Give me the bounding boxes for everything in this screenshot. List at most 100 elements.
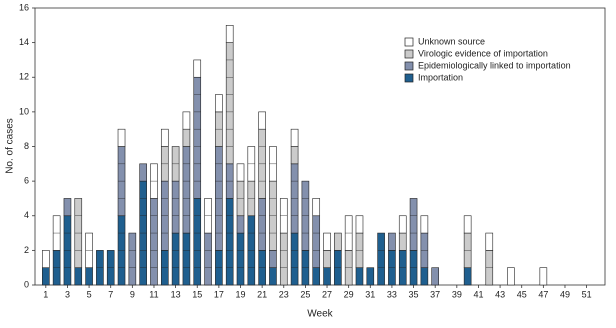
bar-segment bbox=[225, 42, 234, 165]
bar-segment bbox=[85, 267, 93, 286]
bar-segment bbox=[377, 232, 385, 286]
bar-segment bbox=[398, 215, 407, 234]
x-tick-label: 7 bbox=[108, 289, 113, 299]
bar-segment bbox=[128, 232, 137, 286]
x-tick-label: 1 bbox=[43, 289, 48, 299]
bar-segment bbox=[215, 94, 223, 113]
legend-label: Unknown source bbox=[418, 36, 485, 46]
bar-segment bbox=[150, 198, 158, 286]
bar-segment bbox=[42, 267, 50, 286]
bar-segment bbox=[193, 59, 202, 78]
y-tick-label: 12 bbox=[19, 72, 29, 82]
legend-swatch bbox=[404, 37, 414, 47]
x-tick-label: 25 bbox=[300, 289, 310, 299]
x-tick-label: 5 bbox=[87, 289, 92, 299]
bar-segment bbox=[355, 267, 364, 286]
x-tick-label: 23 bbox=[279, 289, 289, 299]
x-tick-label: 49 bbox=[560, 289, 570, 299]
bar-segment bbox=[182, 111, 191, 130]
x-tick-label: 37 bbox=[430, 289, 440, 299]
bar-segment bbox=[171, 180, 180, 234]
bar-segment bbox=[409, 198, 418, 251]
bar-segment bbox=[312, 267, 321, 286]
bar-segment bbox=[160, 128, 169, 147]
bar-segment bbox=[398, 232, 407, 251]
legend-label: Virologic evidence of importation bbox=[418, 48, 548, 58]
bar-segment bbox=[193, 76, 202, 199]
legend-swatch bbox=[404, 73, 414, 83]
x-tick-label: 29 bbox=[344, 289, 354, 299]
bar-segment bbox=[312, 198, 321, 217]
y-tick-label: 14 bbox=[19, 37, 29, 47]
x-tick-label: 27 bbox=[322, 289, 332, 299]
bar-segment bbox=[323, 250, 331, 268]
bar-segment bbox=[236, 232, 245, 286]
y-tick-label: 4 bbox=[24, 210, 29, 220]
bar-segment bbox=[290, 146, 299, 165]
bar-segment bbox=[420, 215, 429, 234]
bar-segment bbox=[431, 267, 439, 286]
y-tick-label: 6 bbox=[24, 176, 29, 186]
bar-segment bbox=[258, 198, 266, 251]
x-tick-label: 21 bbox=[257, 289, 267, 299]
legend-swatch bbox=[404, 49, 414, 59]
x-tick-label: 31 bbox=[365, 289, 375, 299]
bar-segment bbox=[139, 163, 147, 182]
bar-segment bbox=[258, 111, 266, 130]
bar-segment bbox=[485, 232, 494, 251]
bar-segment bbox=[42, 250, 50, 268]
y-tick-label: 16 bbox=[19, 2, 29, 12]
legend-label: Importation bbox=[418, 72, 463, 82]
bar-segment bbox=[269, 267, 277, 286]
bar-segment bbox=[539, 267, 548, 286]
x-tick-label: 39 bbox=[452, 289, 462, 299]
x-tick-label: 41 bbox=[473, 289, 483, 299]
bar-segment bbox=[420, 267, 429, 286]
x-tick-label: 43 bbox=[495, 289, 505, 299]
bar-segment bbox=[182, 128, 191, 147]
x-tick-label: 13 bbox=[171, 289, 181, 299]
bar-segment bbox=[323, 267, 331, 286]
x-tick-label: 19 bbox=[235, 289, 245, 299]
bar-segment bbox=[507, 267, 515, 286]
x-tick-label: 33 bbox=[387, 289, 397, 299]
legend-swatch bbox=[404, 61, 414, 71]
bar-segment bbox=[323, 232, 331, 251]
x-tick-label: 47 bbox=[538, 289, 548, 299]
bar-segment bbox=[334, 232, 342, 251]
bar-segment bbox=[290, 232, 299, 286]
x-tick-label: 35 bbox=[409, 289, 419, 299]
bar-segment bbox=[355, 215, 364, 234]
x-tick-label: 15 bbox=[192, 289, 202, 299]
bar-segment bbox=[182, 232, 191, 286]
y-tick-label: 0 bbox=[24, 279, 29, 289]
bar-segment bbox=[182, 146, 191, 234]
bar-segment bbox=[193, 198, 202, 286]
bar-segment bbox=[463, 267, 472, 286]
bar-segment bbox=[236, 215, 245, 234]
bar-segment bbox=[236, 163, 245, 182]
bar-segment bbox=[225, 198, 234, 286]
bar-segment bbox=[279, 232, 288, 286]
x-tick-label: 45 bbox=[517, 289, 527, 299]
bar-segment bbox=[269, 250, 277, 268]
bar-segment bbox=[225, 25, 234, 43]
bar-segment bbox=[463, 215, 472, 234]
bar-segment bbox=[74, 267, 83, 286]
bar-segment bbox=[171, 232, 180, 286]
bar-segment bbox=[388, 232, 396, 251]
y-tick-label: 10 bbox=[19, 106, 29, 116]
bar-segment bbox=[366, 267, 375, 286]
x-tick-label: 3 bbox=[65, 289, 70, 299]
x-tick-label: 51 bbox=[582, 289, 592, 299]
x-tick-label: 9 bbox=[130, 289, 135, 299]
x-tick-label: 17 bbox=[214, 289, 224, 299]
y-tick-label: 8 bbox=[24, 141, 29, 151]
bar-segment bbox=[290, 128, 299, 147]
legend-label: Epidemiologically linked to importation bbox=[418, 60, 571, 70]
x-tick-label: 11 bbox=[149, 289, 158, 299]
bar-segment bbox=[63, 198, 72, 217]
y-axis-label: No. of cases bbox=[5, 118, 16, 174]
